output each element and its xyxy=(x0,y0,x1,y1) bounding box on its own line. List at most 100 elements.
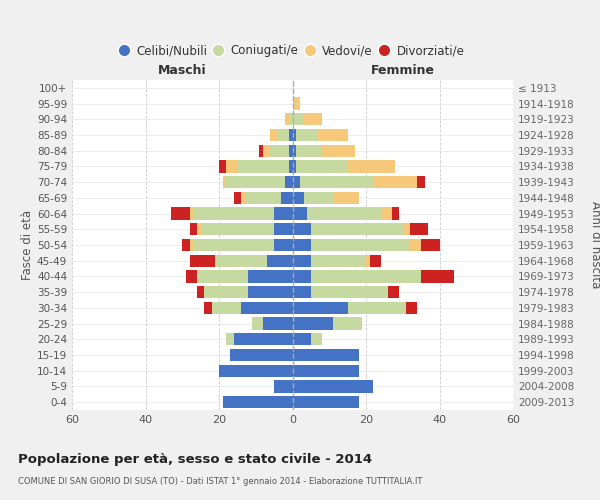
Bar xyxy=(318,129,347,141)
Bar xyxy=(190,223,197,235)
Bar xyxy=(293,364,359,377)
Bar xyxy=(215,254,267,267)
Bar xyxy=(263,318,293,330)
Bar xyxy=(293,208,307,220)
Bar xyxy=(293,176,300,188)
Bar xyxy=(311,254,366,267)
Bar xyxy=(182,239,190,251)
Bar xyxy=(304,113,322,126)
Bar xyxy=(274,239,293,251)
Bar xyxy=(410,223,428,235)
Bar xyxy=(263,144,271,157)
Bar xyxy=(293,239,311,251)
Bar xyxy=(293,318,333,330)
Text: COMUNE DI SAN GIORIO DI SUSA (TO) - Dati ISTAT 1° gennaio 2014 - Elaborazione TU: COMUNE DI SAN GIORIO DI SUSA (TO) - Dati… xyxy=(18,478,422,486)
Bar xyxy=(259,144,263,157)
Bar xyxy=(296,144,322,157)
Bar xyxy=(219,160,226,172)
Bar xyxy=(241,192,245,204)
Bar xyxy=(392,208,399,220)
Bar xyxy=(410,239,421,251)
Bar xyxy=(418,176,425,188)
Bar xyxy=(311,286,388,298)
Bar xyxy=(197,223,200,235)
Bar xyxy=(193,208,274,220)
Bar xyxy=(234,192,241,204)
Bar xyxy=(252,318,263,330)
Bar xyxy=(238,160,289,172)
Bar xyxy=(293,286,311,298)
Y-axis label: Fasce di età: Fasce di età xyxy=(21,210,34,280)
Bar xyxy=(271,144,289,157)
Bar xyxy=(289,113,293,126)
Bar xyxy=(226,333,234,345)
Bar xyxy=(289,160,293,172)
Bar xyxy=(245,192,281,204)
Bar xyxy=(421,239,439,251)
Bar xyxy=(234,333,293,345)
Bar xyxy=(293,254,311,267)
Text: Popolazione per età, sesso e stato civile - 2014: Popolazione per età, sesso e stato civil… xyxy=(18,452,372,466)
Bar xyxy=(171,208,190,220)
Bar xyxy=(307,208,381,220)
Bar xyxy=(190,239,193,251)
Bar xyxy=(347,160,395,172)
Bar xyxy=(293,144,296,157)
Bar xyxy=(274,223,293,235)
Legend: Celibi/Nubili, Coniugati/e, Vedovi/e, Divorziati/e: Celibi/Nubili, Coniugati/e, Vedovi/e, Di… xyxy=(116,40,469,62)
Bar xyxy=(293,223,311,235)
Bar xyxy=(311,239,410,251)
Bar xyxy=(366,254,370,267)
Bar xyxy=(347,302,406,314)
Bar xyxy=(248,286,293,298)
Bar xyxy=(267,254,293,267)
Bar xyxy=(293,98,300,110)
Bar xyxy=(381,208,392,220)
Bar xyxy=(296,129,318,141)
Bar xyxy=(200,223,274,235)
Bar xyxy=(293,270,311,282)
Bar xyxy=(223,176,226,188)
Bar xyxy=(311,270,421,282)
Bar xyxy=(190,254,215,267)
Bar xyxy=(322,144,355,157)
Bar xyxy=(204,286,248,298)
Bar xyxy=(293,333,311,345)
Bar xyxy=(285,176,293,188)
Bar xyxy=(300,176,373,188)
Y-axis label: Anni di nascita: Anni di nascita xyxy=(589,202,600,288)
Bar xyxy=(190,208,193,220)
Bar xyxy=(186,270,197,282)
Bar xyxy=(293,396,359,408)
Bar xyxy=(293,380,373,392)
Text: Femmine: Femmine xyxy=(371,64,435,77)
Text: Maschi: Maschi xyxy=(158,64,206,77)
Bar xyxy=(212,302,241,314)
Bar xyxy=(406,302,418,314)
Bar xyxy=(226,160,238,172)
Bar xyxy=(333,192,359,204)
Bar xyxy=(204,302,212,314)
Bar xyxy=(241,302,293,314)
Bar xyxy=(278,129,289,141)
Bar xyxy=(293,349,359,361)
Bar xyxy=(304,192,333,204)
Bar xyxy=(197,286,204,298)
Bar xyxy=(223,396,293,408)
Bar xyxy=(388,286,399,298)
Bar xyxy=(230,349,293,361)
Bar xyxy=(296,160,347,172)
Bar xyxy=(293,113,304,126)
Bar xyxy=(281,192,293,204)
Bar xyxy=(293,302,347,314)
Bar xyxy=(311,333,322,345)
Bar xyxy=(274,208,293,220)
Bar xyxy=(293,192,304,204)
Bar xyxy=(421,270,454,282)
Bar xyxy=(274,380,293,392)
Bar xyxy=(289,129,293,141)
Bar xyxy=(293,129,296,141)
Bar xyxy=(370,254,381,267)
Bar xyxy=(293,160,296,172)
Bar xyxy=(403,223,410,235)
